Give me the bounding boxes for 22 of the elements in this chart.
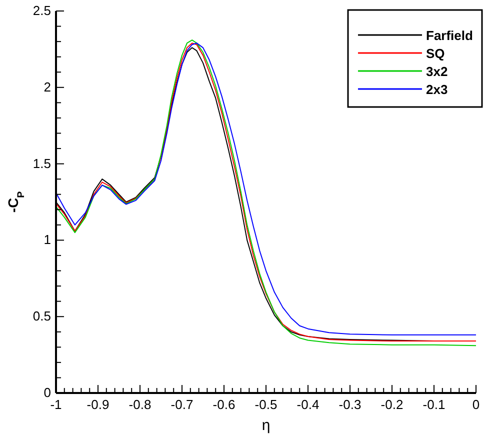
- x-tick-label: -0.2: [380, 397, 404, 412]
- y-tick-label: 1.5: [32, 156, 51, 171]
- legend-label: SQ: [426, 46, 445, 61]
- x-tick-label: -0.7: [170, 397, 194, 412]
- x-tick-label: -0.4: [296, 397, 320, 412]
- x-tick-label: -0.9: [86, 397, 110, 412]
- legend-label: Farfield: [426, 28, 474, 43]
- y-tick-label: 1: [44, 232, 51, 248]
- x-tick-label: 0: [472, 397, 480, 412]
- x-tick-label: -0.8: [128, 397, 152, 412]
- x-tick-label: -0.1: [422, 397, 446, 412]
- x-tick-label: -0.6: [212, 397, 236, 412]
- x-tick-label: -0.5: [254, 397, 278, 412]
- legend-label: 3x2: [426, 64, 448, 79]
- y-tick-label: 0: [44, 385, 51, 400]
- x-tick-label: -1: [50, 397, 62, 412]
- legend-label: 2x3: [426, 82, 448, 97]
- x-axis-title: η: [262, 417, 270, 434]
- y-tick-label: 2.5: [32, 3, 51, 18]
- y-tick-label: 0.5: [32, 308, 51, 324]
- x-tick-label: -0.3: [338, 397, 362, 412]
- y-tick-label: 2: [44, 79, 51, 94]
